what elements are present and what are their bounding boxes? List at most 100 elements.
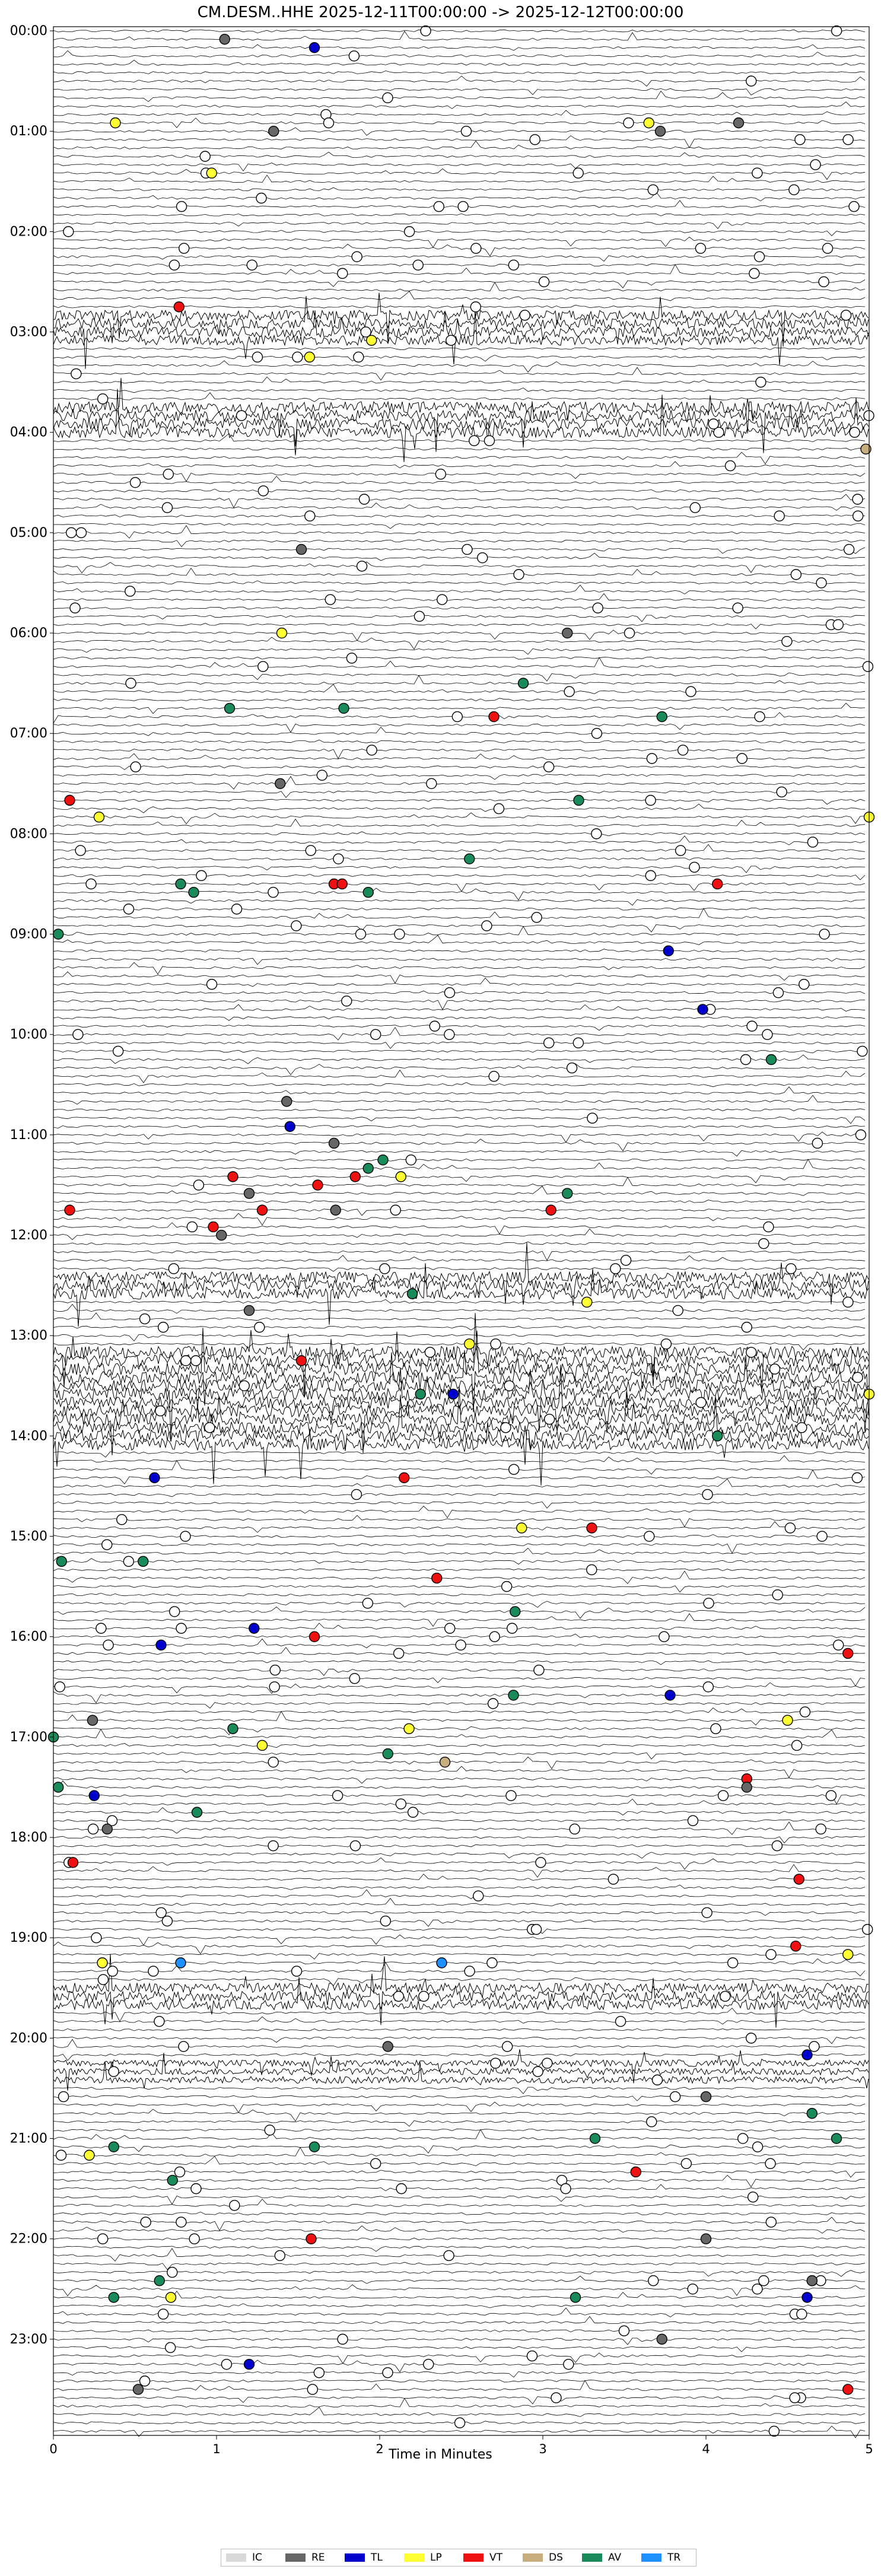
event-marker-open — [501, 1580, 513, 1592]
trace-line — [53, 1209, 866, 1216]
trace-line — [53, 547, 866, 554]
event-marker-re — [741, 1782, 752, 1793]
trace-line — [53, 1041, 866, 1049]
event-marker-open — [333, 853, 344, 864]
trace-line — [53, 163, 865, 171]
event-marker-vt — [488, 711, 500, 723]
event-marker-open — [257, 485, 269, 497]
event-marker-open — [647, 184, 659, 196]
event-marker-open — [560, 2183, 571, 2195]
trace-line — [53, 1766, 866, 1779]
trace-line — [53, 309, 869, 365]
event-marker-vt — [399, 1472, 410, 1484]
event-marker-open — [407, 1807, 419, 1818]
trace-line — [53, 990, 866, 994]
event-marker-open — [493, 803, 505, 815]
event-marker-open — [507, 1623, 518, 1634]
trace-line — [53, 593, 866, 602]
trace-line — [53, 221, 866, 230]
trace-line — [53, 387, 866, 393]
event-marker-open — [116, 1514, 128, 1525]
legend-item-tl: TL — [340, 2550, 399, 2565]
event-marker-vt — [349, 1171, 361, 1182]
event-marker-vt — [308, 1631, 320, 1642]
trace-line — [53, 2120, 866, 2127]
event-marker-open — [746, 1347, 757, 1358]
trace-line — [53, 59, 866, 66]
trace-line — [53, 2128, 866, 2132]
x-tick-label: 4 — [702, 2442, 710, 2456]
trace-line — [53, 1534, 866, 1538]
trace-line — [53, 1843, 866, 1847]
event-marker-open — [380, 1915, 392, 1927]
event-marker-vt — [586, 1522, 597, 1534]
event-marker-lp — [276, 627, 288, 639]
trace-line — [53, 2338, 866, 2345]
legend-label: TL — [371, 2552, 383, 2564]
trace-line — [53, 888, 866, 901]
event-marker-lp — [464, 1338, 475, 1350]
event-marker-lp — [256, 1739, 268, 1751]
trace-line — [53, 899, 866, 906]
event-marker-open — [695, 1397, 707, 1408]
event-marker-open — [852, 510, 864, 521]
event-marker-lp — [842, 1949, 854, 1960]
event-marker-av — [415, 1388, 426, 1400]
event-marker-open — [393, 1648, 405, 1659]
event-marker-tl — [663, 945, 674, 956]
event-marker-open — [710, 1723, 721, 1734]
trace-line — [53, 1919, 866, 1927]
trace-line — [53, 971, 866, 984]
event-marker-open — [189, 2233, 200, 2244]
event-marker-open — [353, 351, 364, 363]
event-marker-open — [624, 627, 635, 639]
trace-line — [53, 140, 866, 150]
event-marker-open — [176, 201, 187, 212]
legend-label: RE — [311, 2552, 325, 2564]
event-marker-open — [254, 1321, 265, 1333]
trace-line — [53, 749, 866, 759]
trace-line — [53, 476, 866, 484]
event-marker-ds — [860, 443, 872, 455]
trace-line — [53, 1213, 866, 1226]
trace-line — [53, 1898, 866, 1907]
event-marker-open — [755, 376, 766, 388]
event-marker-open — [257, 661, 269, 672]
trace-line — [53, 2316, 865, 2324]
event-marker-av — [191, 1807, 203, 1818]
event-marker-re — [243, 1188, 255, 1199]
trace-line — [53, 1159, 866, 1170]
trace-line — [53, 698, 866, 702]
trace-line — [53, 1958, 866, 1964]
event-marker-open — [762, 1029, 773, 1040]
trace-line — [53, 683, 866, 694]
event-marker-vt — [431, 1572, 443, 1584]
trace-line — [53, 1451, 866, 1458]
event-marker-vt — [793, 1874, 804, 1885]
event-marker-open — [535, 1857, 546, 1868]
trace-line — [53, 1050, 866, 1054]
legend-label: TR — [667, 2552, 681, 2564]
event-marker-open — [505, 1790, 517, 1801]
event-marker-vt — [336, 878, 348, 890]
trace-line — [53, 1469, 866, 1484]
trace-line — [53, 1004, 866, 1012]
x-tick-label: 2 — [376, 2442, 383, 2456]
event-marker-open — [765, 2216, 777, 2228]
event-marker-av — [308, 2141, 320, 2152]
legend-swatch — [345, 2553, 365, 2562]
y-tick-label: 17:00 — [10, 1730, 47, 1745]
event-marker-open — [720, 1990, 731, 2002]
event-marker-open — [791, 1739, 803, 1751]
event-marker-av — [188, 886, 199, 898]
event-marker-open — [168, 259, 180, 271]
trace-line — [53, 1063, 866, 1076]
trace-line — [53, 656, 866, 660]
event-marker-open — [788, 184, 800, 196]
y-tick-label: 11:00 — [10, 1128, 47, 1143]
trace-line — [53, 187, 866, 192]
y-tick-label: 08:00 — [10, 826, 47, 841]
event-marker-open — [155, 1907, 167, 1919]
trace-line — [53, 1242, 869, 1305]
trace-line — [53, 367, 866, 381]
